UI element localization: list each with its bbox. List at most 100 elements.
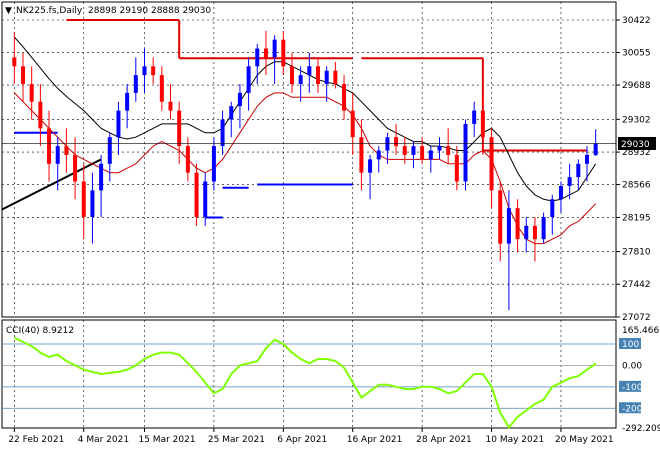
cci-tick-label: -292.209 <box>622 424 660 434</box>
candle-body <box>29 84 34 102</box>
symbol-dropdown-icon[interactable]: ▼ <box>5 6 12 16</box>
candle-body <box>394 137 399 147</box>
candle-body <box>576 163 581 178</box>
candle-body <box>584 154 589 164</box>
time-tick-label: 25 Mar 2021 <box>208 435 265 445</box>
cci-tick-label: 100 <box>622 340 639 350</box>
candle-body <box>177 110 182 147</box>
price-panel-frame <box>1 1 617 318</box>
candle-body <box>133 75 138 93</box>
candle-body <box>21 66 26 85</box>
candle-body <box>359 137 364 173</box>
cci-tick-label: 165.4667 <box>622 326 660 336</box>
time-tick-label: 28 Apr 2021 <box>416 435 472 445</box>
price-plot <box>1 19 616 311</box>
grid-lines <box>2 2 616 428</box>
candle-body <box>185 146 190 173</box>
candle-body <box>506 208 511 244</box>
current-price-value: 29030 <box>621 140 650 150</box>
candle-body <box>272 39 277 58</box>
candle-body <box>324 70 329 85</box>
candle-body <box>428 150 433 160</box>
candle-body <box>81 181 86 217</box>
candle-body <box>281 39 286 67</box>
price-tick-label: 29688 <box>622 81 651 91</box>
candle-body <box>454 154 459 182</box>
time-tick-label: 15 Mar 2021 <box>138 435 195 445</box>
candle-body <box>411 146 416 155</box>
candle-body <box>246 66 251 93</box>
candle-body <box>255 48 260 67</box>
price-axis: 30422 30055 29688 29302 28932 28566 28195 27810… <box>616 16 651 323</box>
time-tick-label: 4 Mar 2021 <box>78 435 129 445</box>
candle-body <box>307 66 312 76</box>
candle-body <box>368 159 373 173</box>
candle-body <box>350 110 355 138</box>
candle-body <box>107 137 112 164</box>
time-tick-label: 10 May 2021 <box>486 435 545 445</box>
cci-tick-label: 0.00 <box>622 361 642 371</box>
candle-body <box>73 154 78 182</box>
candle-body <box>550 199 555 217</box>
price-tick-label: 27810 <box>622 248 651 258</box>
candle-body <box>159 75 164 102</box>
candle-body <box>237 92 242 107</box>
candle-body <box>220 119 225 147</box>
ohlc-label: 28898 29190 28888 29030 <box>88 6 211 16</box>
candle-body <box>125 92 130 111</box>
price-tick-label: 27072 <box>622 313 651 323</box>
candle-body <box>489 137 494 191</box>
candle-body <box>168 101 173 111</box>
lower-moving-average <box>13 92 597 245</box>
candle-body <box>524 225 529 240</box>
price-tick-label: 28195 <box>622 213 651 223</box>
cci-level-tag <box>619 338 641 350</box>
upper-moving-average <box>13 36 597 202</box>
candle-body <box>47 128 52 164</box>
candle-body <box>12 57 17 67</box>
candle-body <box>498 190 503 244</box>
cci-level-tag <box>619 380 641 392</box>
candle-body <box>194 172 199 217</box>
trend-line <box>1 158 102 211</box>
candle-body <box>541 216 546 240</box>
candle-body <box>151 66 156 76</box>
price-tick-label: 30422 <box>622 16 651 26</box>
candle-body <box>211 146 216 182</box>
price-tick-label: 30055 <box>622 49 651 59</box>
candle-body <box>263 48 268 58</box>
price-tick-label: 28566 <box>622 181 651 191</box>
time-axis: 22 Feb 2021 4 Mar 2021 15 Mar 2021 25 Mar 2… <box>8 428 614 445</box>
candle-body <box>203 181 208 217</box>
candle-body <box>463 123 468 182</box>
candle-body <box>55 146 60 164</box>
candle-body <box>333 70 338 85</box>
candle-body <box>229 106 234 120</box>
time-tick-label: 16 Apr 2021 <box>347 435 403 445</box>
time-tick-label: 6 Apr 2021 <box>277 435 327 445</box>
candle-body <box>567 177 572 186</box>
candle-body <box>480 110 485 138</box>
candle-body <box>558 185 563 200</box>
cci-plot <box>13 336 597 430</box>
candle-body <box>342 84 347 111</box>
cci-axis: 165.4667 100 0.00 -100 -200 -292.209 <box>619 326 660 434</box>
candle-body <box>593 143 598 156</box>
cci-level-tag <box>619 402 641 414</box>
time-tick-label: 20 May 2021 <box>555 435 614 445</box>
cci-label: CCI(40) 8.9212 <box>6 326 74 336</box>
candle-body <box>446 146 451 155</box>
candle-body <box>64 146 69 155</box>
price-tick-label: 29302 <box>622 115 651 125</box>
candle-body <box>376 150 381 160</box>
candle-body <box>515 208 520 240</box>
candle-body <box>116 110 121 138</box>
candle-body <box>402 146 407 155</box>
cci-tick-label: -200 <box>622 404 643 414</box>
candle-body <box>532 225 537 240</box>
candle-body <box>316 66 321 85</box>
time-tick-label: 22 Feb 2021 <box>8 435 64 445</box>
price-tick-label: 28932 <box>622 148 651 158</box>
candle-body <box>420 146 425 160</box>
